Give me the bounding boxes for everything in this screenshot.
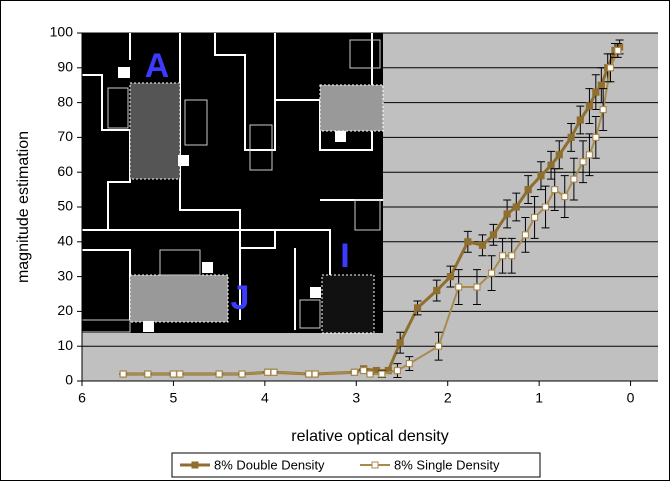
data-point: [577, 117, 583, 123]
y-axis-title: magnitude estimation: [15, 131, 32, 283]
inset-image: A J I: [82, 33, 383, 333]
data-point: [525, 187, 531, 193]
data-point: [120, 371, 126, 377]
data-point: [397, 340, 403, 346]
chart: A J I relative optical density magnitude…: [0, 0, 670, 481]
data-point: [312, 371, 318, 377]
data-point: [367, 371, 373, 377]
data-point: [552, 187, 558, 193]
data-point: [170, 371, 176, 377]
data-point: [593, 134, 599, 140]
data-point: [351, 369, 357, 375]
data-point: [556, 152, 562, 158]
y-tick-label: 0: [65, 372, 73, 388]
x-tick-label: 1: [535, 390, 543, 406]
data-point: [532, 214, 538, 220]
data-point: [580, 159, 586, 165]
data-point: [406, 361, 412, 367]
data-point: [513, 204, 519, 210]
data-point: [562, 194, 568, 200]
x-tick-label: 4: [261, 390, 269, 406]
legend-label: 8% Double Density: [214, 457, 325, 472]
y-tick-label: 100: [50, 24, 74, 40]
y-tick-label: 70: [57, 128, 73, 144]
y-tick-label: 50: [57, 198, 73, 214]
y-tick-label: 90: [57, 59, 73, 75]
data-point: [615, 47, 621, 53]
legend-marker: [192, 462, 198, 468]
data-point: [571, 176, 577, 182]
data-point: [586, 103, 592, 109]
data-point: [522, 232, 528, 238]
inset-label: J: [231, 279, 250, 317]
data-point: [361, 368, 367, 374]
data-point: [490, 232, 496, 238]
data-point: [177, 371, 183, 377]
data-point: [447, 274, 453, 280]
x-tick-label: 2: [444, 390, 452, 406]
data-point: [598, 82, 604, 88]
x-tick-label: 6: [78, 390, 86, 406]
x-tick-label: 0: [627, 390, 635, 406]
data-point: [600, 107, 606, 113]
x-tick-label: 5: [170, 390, 178, 406]
y-tick-label: 80: [57, 93, 73, 109]
data-point: [489, 270, 495, 276]
data-point: [145, 371, 151, 377]
data-point: [394, 368, 400, 374]
data-point: [465, 239, 471, 245]
legend-marker: [372, 462, 378, 468]
data-point: [479, 242, 485, 248]
data-point: [548, 162, 554, 168]
data-point: [379, 371, 385, 377]
data-point: [509, 253, 515, 259]
data-point: [239, 371, 245, 377]
data-point: [265, 369, 271, 375]
data-point: [306, 371, 312, 377]
y-tick-label: 10: [57, 337, 73, 353]
data-point: [538, 173, 544, 179]
data-point: [500, 253, 506, 259]
x-axis-title: relative optical density: [291, 428, 448, 445]
data-point: [456, 284, 462, 290]
data-point: [504, 211, 510, 217]
inset-label: I: [340, 237, 349, 275]
data-point: [415, 305, 421, 311]
legend-label: 8% Single Density: [394, 457, 500, 472]
data-point: [543, 204, 549, 210]
data-point: [568, 134, 574, 140]
y-tick-label: 30: [57, 267, 73, 283]
data-point: [436, 343, 442, 349]
data-point: [216, 371, 222, 377]
inset-label: A: [145, 47, 170, 85]
data-point: [607, 65, 613, 71]
y-tick-label: 60: [57, 163, 73, 179]
y-tick-label: 20: [57, 302, 73, 318]
y-tick-label: 40: [57, 233, 73, 249]
data-point: [271, 369, 277, 375]
data-point: [593, 89, 599, 95]
x-tick-label: 3: [352, 390, 360, 406]
data-point: [434, 288, 440, 294]
data-point: [586, 152, 592, 158]
data-point: [474, 284, 480, 290]
